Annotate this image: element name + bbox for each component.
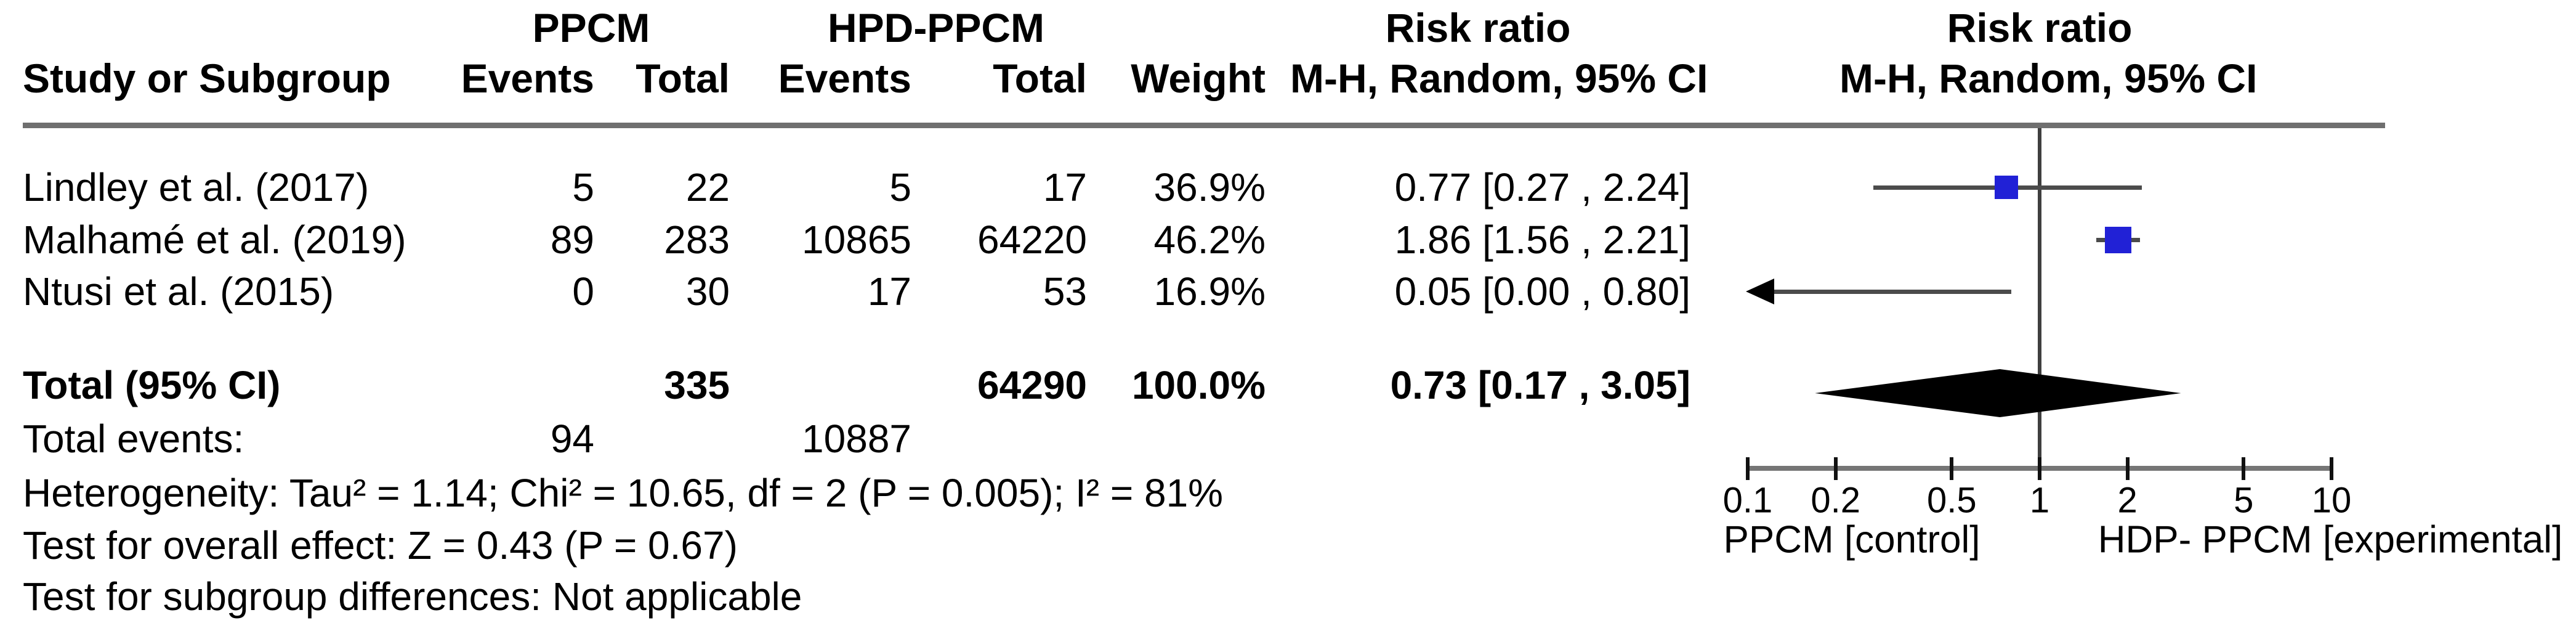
total-hpd-total: 64290 [977, 363, 1087, 407]
col-header-study: Study or Subgroup [23, 55, 391, 101]
ppcm-events-cell: 5 [572, 165, 594, 210]
x-axis-tick [2242, 457, 2246, 480]
group-header-risk-ratio: Risk ratio [1385, 5, 1571, 51]
total-weight: 100.0% [1131, 363, 1266, 407]
effect-square [1995, 176, 2019, 199]
col-header-hpd-events: Events [778, 55, 911, 101]
summary-diamond [1815, 369, 2181, 417]
study-label: Ntusi et al. (2015) [23, 269, 334, 314]
header-separator-rule [23, 123, 2385, 128]
x-axis-tick-label: 10 [2311, 480, 2352, 521]
x-axis-tick [2125, 457, 2130, 480]
axis-label-control: PPCM [control] [1723, 518, 1980, 561]
weight-cell: 46.2% [1153, 218, 1266, 262]
heterogeneity-note: Heterogeneity: Tau² = 1.14; Chi² = 10.65… [23, 471, 1224, 515]
col-header-ppcm-events: Events [461, 55, 594, 101]
total-label: Total (95% CI) [23, 363, 281, 407]
weight-cell: 36.9% [1153, 165, 1266, 210]
study-label: Malhamé et al. (2019) [23, 218, 406, 262]
x-axis-tick-label: 1 [2029, 480, 2050, 521]
subgroup-differences-note: Test for subgroup differences: Not appli… [23, 574, 802, 619]
x-axis-tick-label: 0.5 [1926, 480, 1977, 521]
ppcm-events-cell: 89 [550, 218, 594, 262]
axis-label-experimental: HDP- PPCM [experimental] [2098, 518, 2563, 561]
group-header-ppcm: PPCM [532, 5, 650, 51]
overall-effect-note: Test for overall effect: Z = 0.43 (P = 0… [23, 523, 738, 568]
hpd-total-cell: 64220 [977, 218, 1087, 262]
ci-line [1756, 289, 2012, 294]
weight-cell: 16.9% [1153, 269, 1266, 314]
study-label: Lindley et al. (2017) [23, 165, 369, 210]
hpd-events-cell: 17 [867, 269, 911, 314]
group-header-hpd-ppcm: HPD-PPCM [827, 5, 1044, 51]
x-axis-tick [1950, 457, 1954, 480]
col-header-ppcm-total: Total [636, 55, 730, 101]
col-header-mh-ci-text: M-H, Random, 95% CI [1290, 55, 1708, 101]
x-axis-tick [1833, 457, 1838, 480]
col-header-mh-ci-plot: M-H, Random, 95% CI [1839, 55, 2258, 101]
x-axis-tick-label: 5 [2234, 480, 2254, 521]
hpd-events-cell: 5 [889, 165, 911, 210]
ppcm-total-cell: 22 [685, 165, 730, 210]
total-ppcm-total: 335 [664, 363, 730, 407]
hpd-total-cell: 53 [1043, 269, 1087, 314]
col-header-hpd-total: Total [993, 55, 1087, 101]
x-axis-tick-label: 0.1 [1722, 480, 1773, 521]
rr-ci-cell: 0.77 [0.27 , 2.24] [1394, 165, 1690, 210]
hpd-events-cell: 10865 [802, 218, 911, 262]
x-axis-tick-label: 2 [2117, 480, 2138, 521]
x-axis-tick [2038, 457, 2041, 480]
ppcm-total-cell: 30 [685, 269, 730, 314]
effect-square [2105, 226, 2132, 253]
null-effect-line [2038, 128, 2041, 468]
rr-ci-cell: 0.05 [0.00 , 0.80] [1394, 269, 1690, 314]
x-axis-tick-label: 0.2 [1811, 480, 1861, 521]
arrow-left-icon [1746, 279, 1774, 304]
plot-header-risk-ratio: Risk ratio [1947, 5, 2133, 51]
x-axis-tick [1746, 457, 1750, 480]
total-events-label: Total events: [23, 417, 244, 461]
total-events-ppcm: 94 [550, 417, 594, 461]
x-axis-tick [2330, 457, 2333, 480]
ppcm-total-cell: 283 [664, 218, 730, 262]
total-events-hpd: 10887 [802, 417, 911, 461]
hpd-total-cell: 17 [1043, 165, 1087, 210]
total-rr-ci: 0.73 [0.17 , 3.05] [1390, 363, 1690, 407]
ppcm-events-cell: 0 [572, 269, 594, 314]
col-header-weight: Weight [1131, 55, 1266, 101]
rr-ci-cell: 1.86 [1.56 , 2.21] [1394, 218, 1690, 262]
